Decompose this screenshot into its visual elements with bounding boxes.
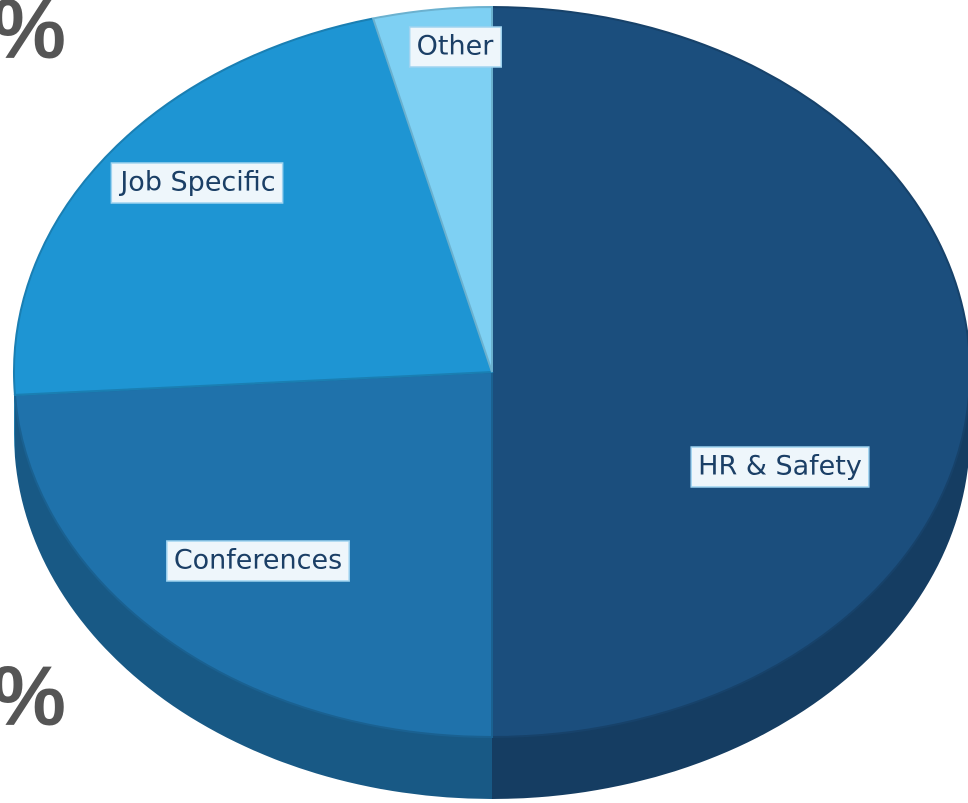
pie-side xyxy=(492,404,968,799)
annotation: % xyxy=(0,0,66,76)
label-box xyxy=(690,446,870,488)
label-box xyxy=(166,540,350,582)
slice-label-text: Job Specific xyxy=(118,167,275,198)
pie-slice xyxy=(371,5,493,373)
slice-label: Other xyxy=(408,26,502,68)
slice-label: Conferences xyxy=(166,540,350,582)
label-box xyxy=(408,26,502,68)
slice-label: HR & Safety xyxy=(690,446,870,488)
slice-label: Job Specific xyxy=(110,162,284,204)
annotation: % xyxy=(0,649,66,743)
pie-side xyxy=(14,394,492,799)
pie-slice xyxy=(13,17,494,396)
slice-label-text: Conferences xyxy=(174,545,342,576)
pie-slice xyxy=(491,5,968,739)
slice-label-text: HR & Safety xyxy=(698,451,862,482)
slice-label-text: Other xyxy=(417,31,495,62)
label-box xyxy=(110,162,284,204)
